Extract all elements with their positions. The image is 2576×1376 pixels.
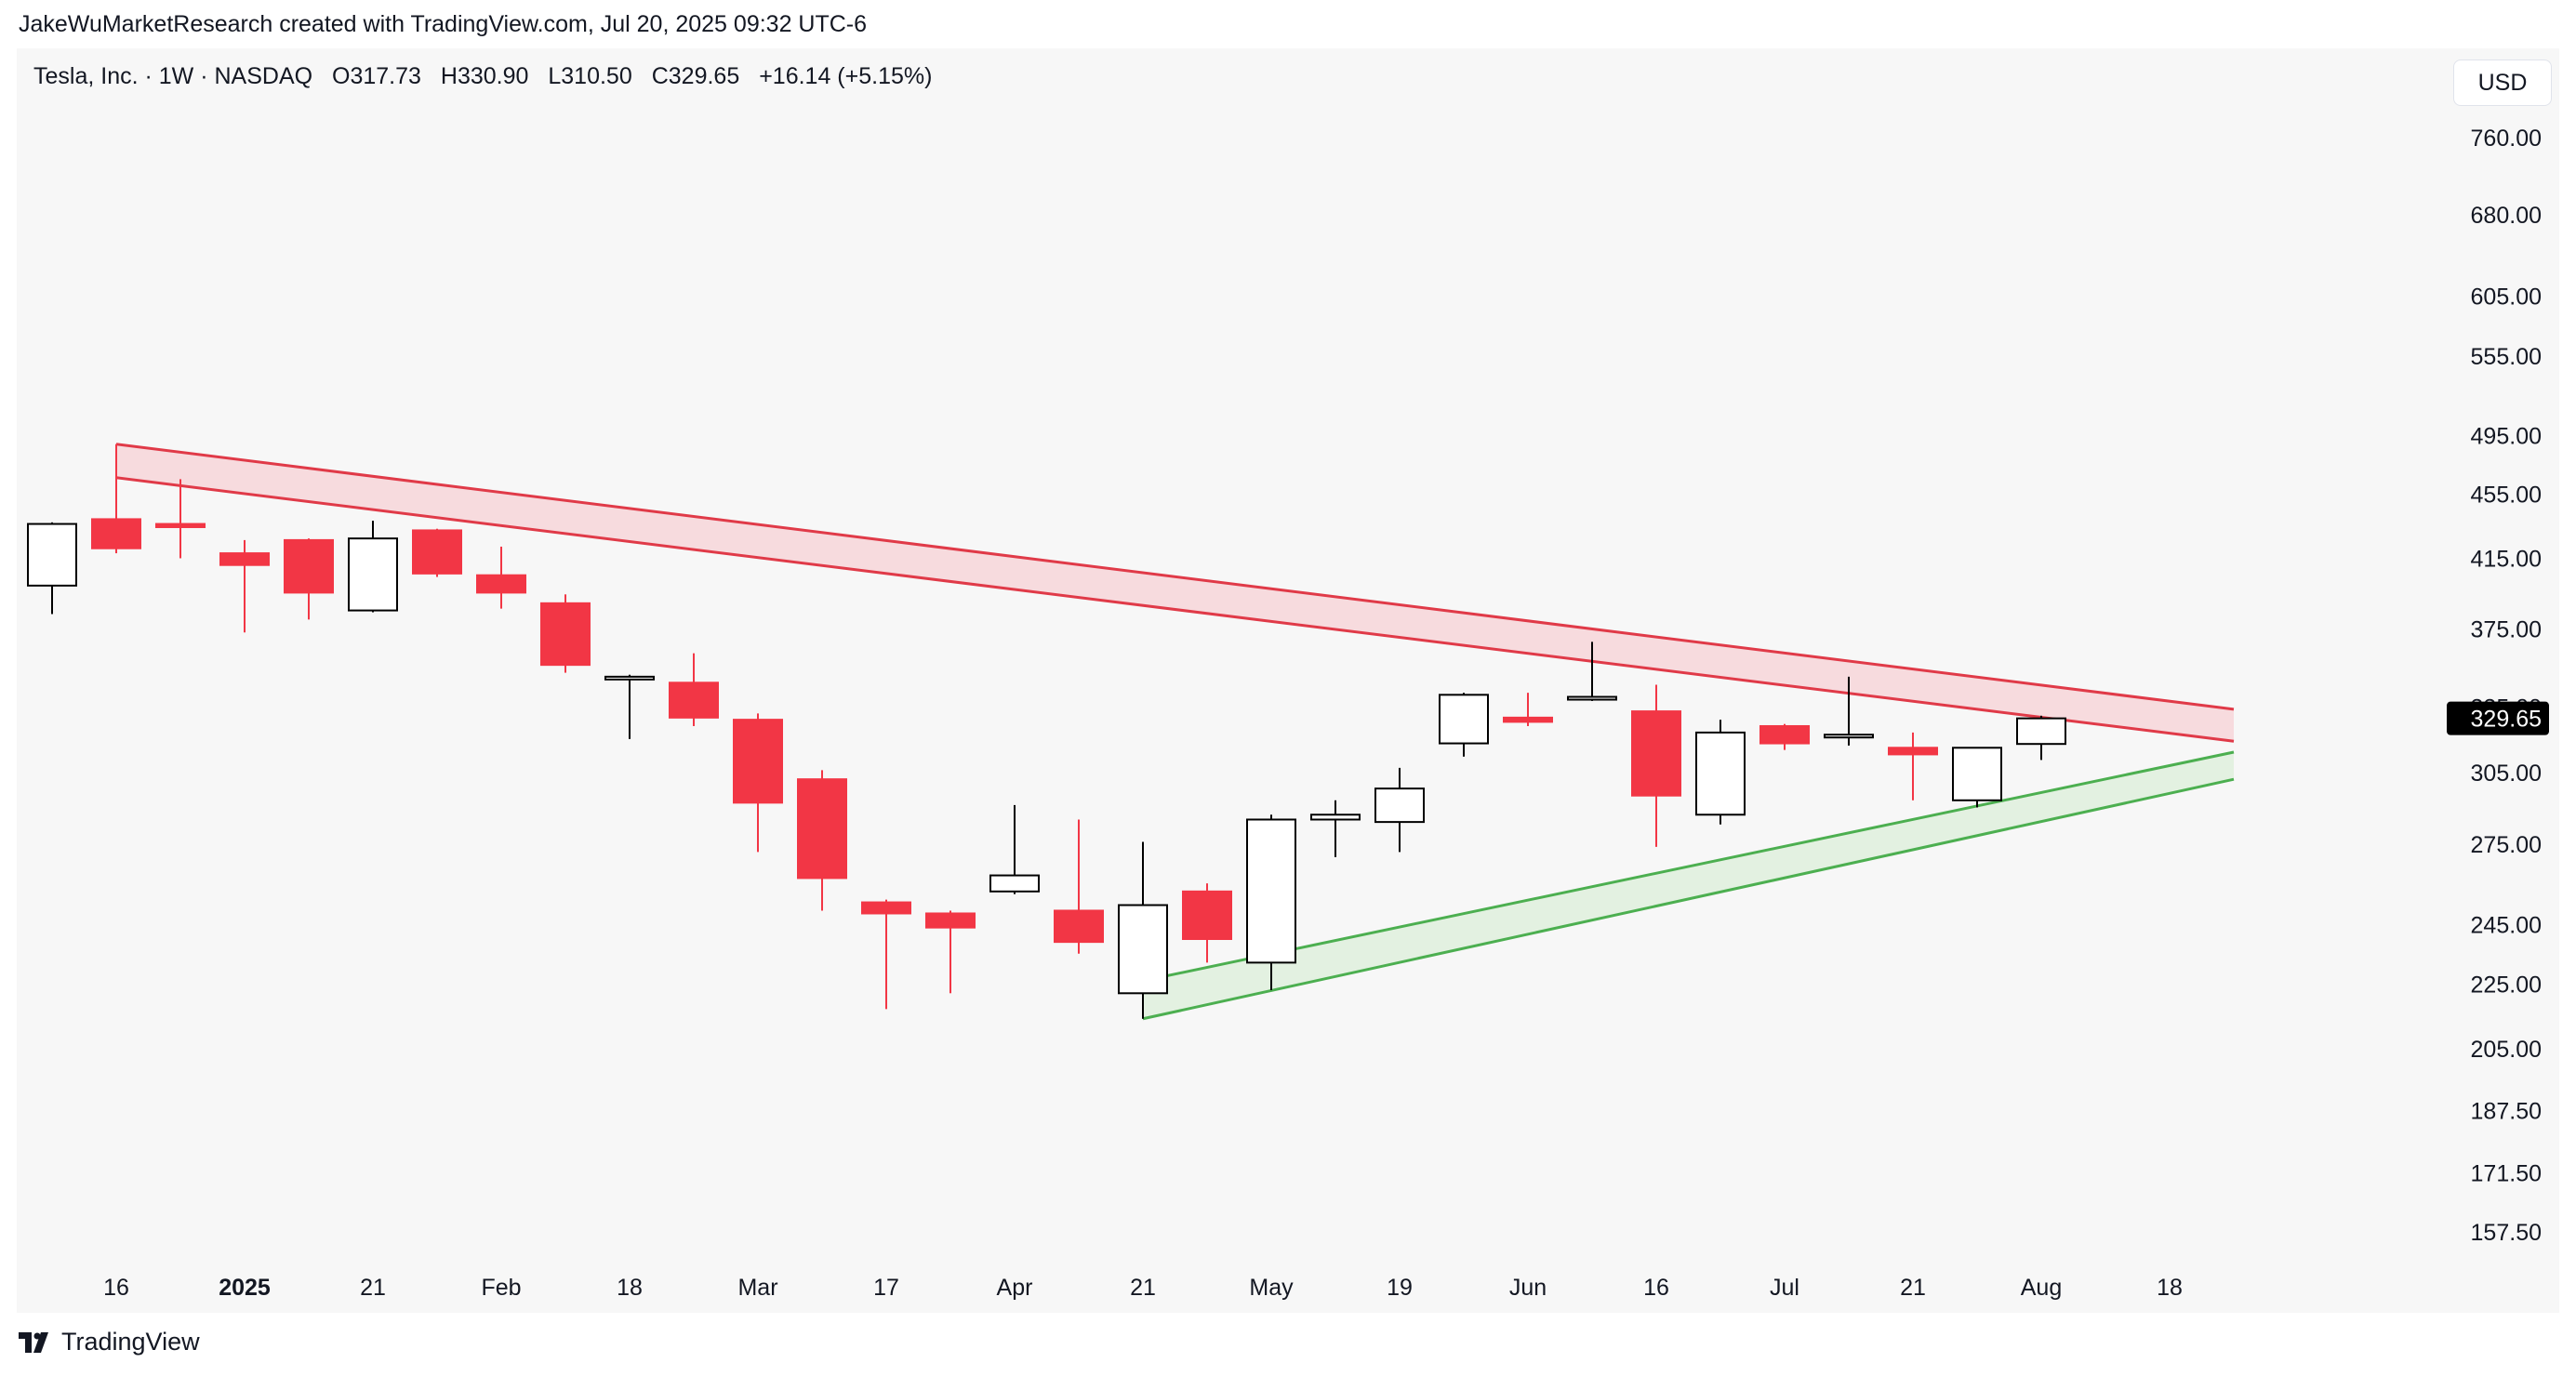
candle-body[interactable] xyxy=(1118,904,1168,995)
x-axis-tick-label: Apr xyxy=(997,1275,1033,1301)
support-channel-lower-line[interactable] xyxy=(1142,777,2235,1021)
x-axis-tick-label: Feb xyxy=(481,1275,521,1301)
candle-body[interactable] xyxy=(925,912,976,929)
y-axis-tick-label: 245.00 xyxy=(2471,913,2542,939)
x-axis-tick-label: 17 xyxy=(873,1275,899,1301)
candle-body[interactable] xyxy=(1374,787,1425,824)
candle-body[interactable] xyxy=(861,901,911,915)
y-axis-tick-label: 171.50 xyxy=(2471,1160,2542,1186)
tradingview-footer[interactable]: TradingView xyxy=(19,1328,200,1356)
symbol-info: Tesla, Inc. · 1W · NASDAQ xyxy=(33,63,313,89)
currency-button[interactable]: USD xyxy=(2453,60,2552,106)
candle-body[interactable] xyxy=(219,552,270,566)
resistance-channel-lower-line[interactable] xyxy=(115,476,2235,743)
resistance-channel-upper-line[interactable] xyxy=(115,443,2235,711)
x-axis-tick-label: Aug xyxy=(2021,1275,2062,1301)
y-axis-tick-label: 455.00 xyxy=(2471,483,2542,509)
y-axis-tick-label: 605.00 xyxy=(2471,284,2542,311)
x-axis-tick-label: Mar xyxy=(737,1275,777,1301)
candle-body[interactable] xyxy=(1054,909,1104,944)
candle-body[interactable] xyxy=(348,537,398,612)
tradingview-logo-icon xyxy=(19,1331,48,1353)
candle-body[interactable] xyxy=(540,602,591,667)
candle-body[interactable] xyxy=(1567,695,1617,701)
candle-body[interactable] xyxy=(155,523,206,528)
candle-body[interactable] xyxy=(1310,814,1361,821)
candle-body[interactable] xyxy=(733,719,783,804)
y-axis-tick-label: 495.00 xyxy=(2471,424,2542,450)
candle-body[interactable] xyxy=(1759,724,1810,745)
y-axis-tick-label: 225.00 xyxy=(2471,972,2542,998)
y-axis-tick-label: 760.00 xyxy=(2471,126,2542,152)
support-channel-fill xyxy=(1143,752,2234,1019)
x-axis-tick-label: 16 xyxy=(103,1275,129,1301)
y-axis-tick-label: 375.00 xyxy=(2471,616,2542,642)
candle-body[interactable] xyxy=(91,518,141,549)
y-axis-tick-label: 205.00 xyxy=(2471,1037,2542,1063)
chart-panel[interactable] xyxy=(17,48,2559,1313)
y-axis-tick-label: 415.00 xyxy=(2471,546,2542,572)
symbol-legend: Tesla, Inc. · 1W · NASDAQ O317.73 H330.9… xyxy=(33,63,945,90)
x-axis-tick-label: 18 xyxy=(2157,1275,2183,1301)
candle-body[interactable] xyxy=(989,874,1040,893)
candle-body[interactable] xyxy=(1439,694,1489,745)
last-price-label: 329.65 xyxy=(2471,707,2542,733)
candle-body[interactable] xyxy=(797,778,847,880)
y-axis-tick-label: 157.50 xyxy=(2471,1220,2542,1246)
candle-body[interactable] xyxy=(1182,890,1232,941)
x-axis-tick-label: 21 xyxy=(1130,1275,1156,1301)
x-axis-tick-label: 18 xyxy=(617,1275,643,1301)
candle-body[interactable] xyxy=(1246,818,1296,964)
brand-name: TradingView xyxy=(61,1328,200,1356)
x-axis-tick-label: 2025 xyxy=(219,1275,271,1301)
close-value: C329.65 xyxy=(651,63,740,89)
candle-body[interactable] xyxy=(1503,716,1553,723)
low-value: L310.50 xyxy=(548,63,632,89)
candle-body[interactable] xyxy=(1952,747,2002,801)
y-axis-tick-label: 555.00 xyxy=(2471,344,2542,370)
candle-body[interactable] xyxy=(1695,731,1746,816)
x-axis-tick-label: Jun xyxy=(1509,1275,1547,1301)
open-value: O317.73 xyxy=(332,63,421,89)
change-value: +16.14 (+5.15%) xyxy=(759,63,933,89)
candle-body[interactable] xyxy=(412,529,462,575)
resistance-channel-fill xyxy=(116,443,2234,742)
y-axis-tick-label: 275.00 xyxy=(2471,832,2542,858)
candle-body[interactable] xyxy=(604,675,655,681)
candle-body[interactable] xyxy=(476,574,526,594)
x-axis-tick-label: May xyxy=(1249,1275,1294,1301)
candle-body[interactable] xyxy=(1824,734,1874,739)
candle-body[interactable] xyxy=(2016,717,2066,746)
y-axis-tick-label: 187.50 xyxy=(2471,1099,2542,1125)
support-channel-upper-line[interactable] xyxy=(1142,750,2235,983)
chart-attribution: JakeWuMarketResearch created with Tradin… xyxy=(19,11,868,37)
candle-body[interactable] xyxy=(284,538,334,594)
candle-body[interactable] xyxy=(1888,747,1938,756)
candle-body[interactable] xyxy=(27,523,77,587)
high-value: H330.90 xyxy=(440,63,529,89)
y-axis-tick-label: 680.00 xyxy=(2471,203,2542,229)
x-axis-tick-label: 16 xyxy=(1643,1275,1669,1301)
y-axis-tick-label: 305.00 xyxy=(2471,761,2542,787)
candle-body[interactable] xyxy=(1631,710,1681,797)
last-price-badge xyxy=(2447,701,2549,735)
candle-body[interactable] xyxy=(669,681,719,719)
x-axis-tick-label: Jul xyxy=(1770,1275,1799,1301)
x-axis-tick-label: 21 xyxy=(1900,1275,1926,1301)
x-axis-tick-label: 21 xyxy=(360,1275,386,1301)
x-axis-tick-label: 19 xyxy=(1387,1275,1413,1301)
